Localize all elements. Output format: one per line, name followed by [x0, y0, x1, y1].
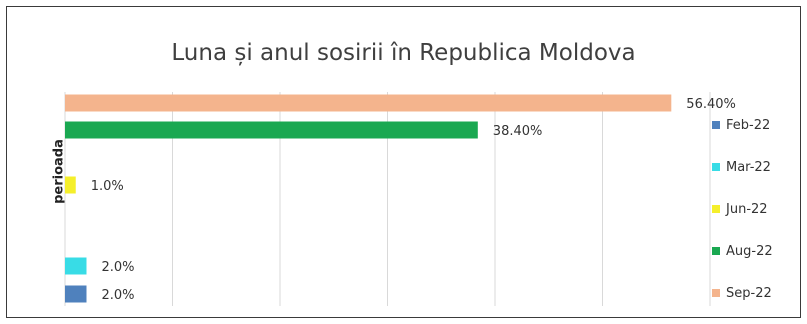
legend-label: Mar-22 — [726, 159, 771, 175]
legend-item-jun-22: Jun-22 — [712, 188, 804, 230]
bar-sep-22 — [65, 94, 672, 112]
bar-jun-22 — [65, 176, 76, 194]
legend-item-sep-22: Sep-22 — [712, 272, 804, 314]
data-label-feb-22: 2.0% — [102, 288, 135, 303]
data-label-aug-22: 38.40% — [493, 124, 543, 139]
data-label-jun-22: 1.0% — [91, 179, 124, 194]
data-label-sep-22: 56.40% — [686, 97, 736, 112]
legend-label: Feb-22 — [726, 117, 771, 133]
legend-label: Sep-22 — [726, 285, 772, 301]
legend-swatch — [712, 247, 720, 255]
legend-item-aug-22: Aug-22 — [712, 230, 804, 272]
legend-swatch — [712, 163, 720, 171]
legend-item-feb-22: Feb-22 — [712, 104, 804, 146]
bar-feb-22 — [65, 285, 87, 303]
chart-legend: Feb-22 Mar-22 Jun-22 Aug-22 Sep-22 — [712, 104, 804, 314]
chart-frame — [6, 6, 801, 318]
bar-mar-22 — [65, 257, 87, 275]
bar-aug-22 — [65, 121, 478, 139]
legend-label: Jun-22 — [726, 201, 768, 217]
legend-swatch — [712, 289, 720, 297]
legend-swatch — [712, 121, 720, 129]
legend-item-mar-22: Mar-22 — [712, 146, 804, 188]
legend-label: Aug-22 — [726, 243, 773, 259]
chart-title: Luna și anul sosirii în Republica Moldov… — [171, 40, 636, 66]
legend-swatch — [712, 205, 720, 213]
data-label-mar-22: 2.0% — [102, 260, 135, 275]
